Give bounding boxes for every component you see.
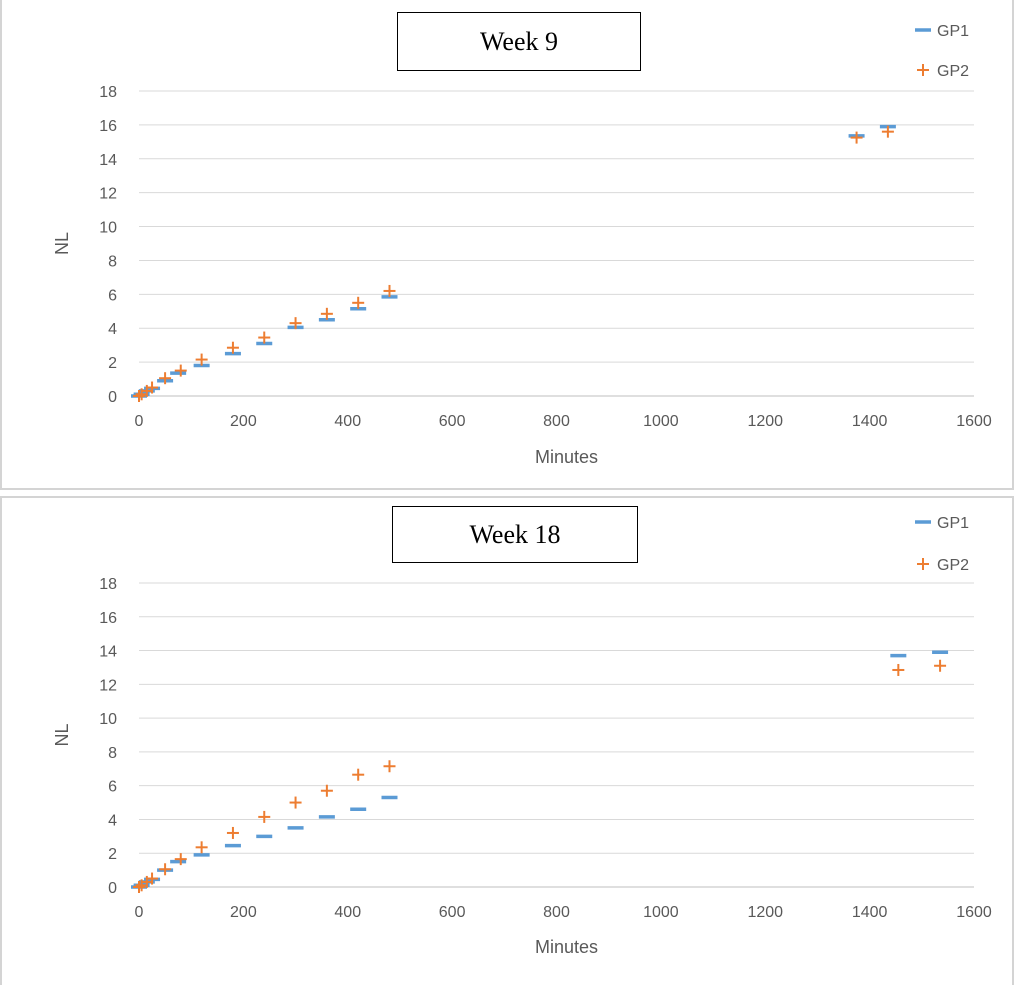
x-tick-label: 1200 [747,413,783,430]
legend: GP1 GP2 [915,515,969,574]
y-tick-label: 14 [99,152,117,169]
legend-entry-gp1: GP1 [915,515,969,532]
x-tick-label: 1200 [747,904,783,921]
chart-title: Week 18 [392,506,638,563]
y-tick-label: 6 [108,779,117,796]
x-tick-label: 800 [543,413,570,430]
y-tick-label: 0 [108,880,117,897]
y-tick-label: 16 [99,118,117,135]
x-tick-label: 600 [439,413,466,430]
x-tick-label: 200 [230,904,257,921]
data-point-gp2 [352,296,365,309]
data-point-gp2 [289,317,302,330]
data-point-gp2 [352,768,365,781]
data-point-gp2 [934,659,947,672]
data-point-gp2 [174,364,187,377]
data-point-gp2 [133,390,145,402]
scatter-plot-week-18: 0 2 4 6 8 10 12 14 16 18 0 200 400 600 800 1000 1200 1400… [52,515,992,957]
data-point-gp2 [146,872,159,885]
y-tick-label: 12 [99,677,117,694]
legend-label: GP2 [937,557,969,574]
y-tick-label: 8 [108,253,117,270]
data-point-gp2 [174,853,187,866]
data-point-gp2 [383,760,396,773]
legend-marker [917,64,929,76]
x-tick-label: 400 [334,904,361,921]
y-axis-title: NL [52,723,72,746]
x-axis-title: Minutes [535,447,598,467]
legend-label: GP1 [937,515,969,532]
legend-label: GP2 [937,63,969,80]
x-tick-label: 1400 [852,413,888,430]
legend-entry-gp2: GP2 [917,63,969,80]
y-axis-title: NL [52,232,72,255]
y-tick-label: 8 [108,745,117,762]
data-point-gp2 [881,125,894,138]
x-tick-label: 400 [334,413,361,430]
data-point-gp2 [320,784,333,797]
y-tick-label: 18 [99,84,117,101]
x-axis-title: Minutes [535,937,598,957]
y-tick-label: 4 [108,321,117,338]
y-tick-label: 18 [99,576,117,593]
y-tick-label: 0 [108,389,117,406]
y-tick-label: 10 [99,220,117,237]
x-tick-label: 1000 [643,904,679,921]
chart-panel-week-18: Week 18 0 2 4 6 8 10 12 14 16 18 0 200 400 600 800 1000… [0,496,1014,985]
legend-entry-gp2: GP2 [917,557,969,574]
data-point-gp2 [320,307,333,320]
data-point-gp2 [258,331,271,344]
data-point-gp2 [850,131,863,144]
y-tick-label: 2 [108,355,117,372]
data-point-gp2 [195,353,208,366]
data-point-gp2 [195,841,208,854]
x-tick-label: 1000 [643,413,679,430]
data-point-gp2 [133,881,145,893]
data-point-gp2 [159,863,172,876]
legend-marker [917,558,929,570]
data-point-gp2 [226,341,239,354]
y-tick-label: 10 [99,711,117,728]
data-point-gp2 [289,796,302,809]
y-tick-label: 4 [108,812,117,829]
x-tick-label: 0 [135,413,144,430]
x-tick-label: 600 [439,904,466,921]
x-tick-label: 1600 [956,904,992,921]
legend-label: GP1 [937,23,969,40]
data-point-gp2 [892,663,905,676]
chart-title: Week 9 [397,12,641,71]
chart-panel-week-9: Week 9 0 2 4 6 8 10 12 14 16 18 0 200 400 600 800 1000 1… [0,0,1014,490]
data-point-gp2 [146,381,159,394]
data-point-gp2 [383,284,396,297]
scatter-plot-week-9: 0 2 4 6 8 10 12 14 16 18 0 200 400 600 800 1000 1200 1400… [52,23,992,467]
y-tick-label: 12 [99,186,117,203]
x-tick-label: 800 [543,904,570,921]
x-tick-label: 200 [230,413,257,430]
data-point-gp2 [258,810,271,823]
x-tick-label: 0 [135,904,144,921]
y-tick-label: 16 [99,610,117,627]
x-tick-label: 1600 [956,413,992,430]
y-tick-label: 2 [108,846,117,863]
x-tick-label: 1400 [852,904,888,921]
legend-entry-gp1: GP1 [915,23,969,40]
legend: GP1 GP2 [915,23,969,80]
y-tick-label: 6 [108,287,117,304]
y-tick-label: 14 [99,644,117,661]
data-point-gp2 [159,372,172,385]
data-point-gp2 [226,826,239,839]
